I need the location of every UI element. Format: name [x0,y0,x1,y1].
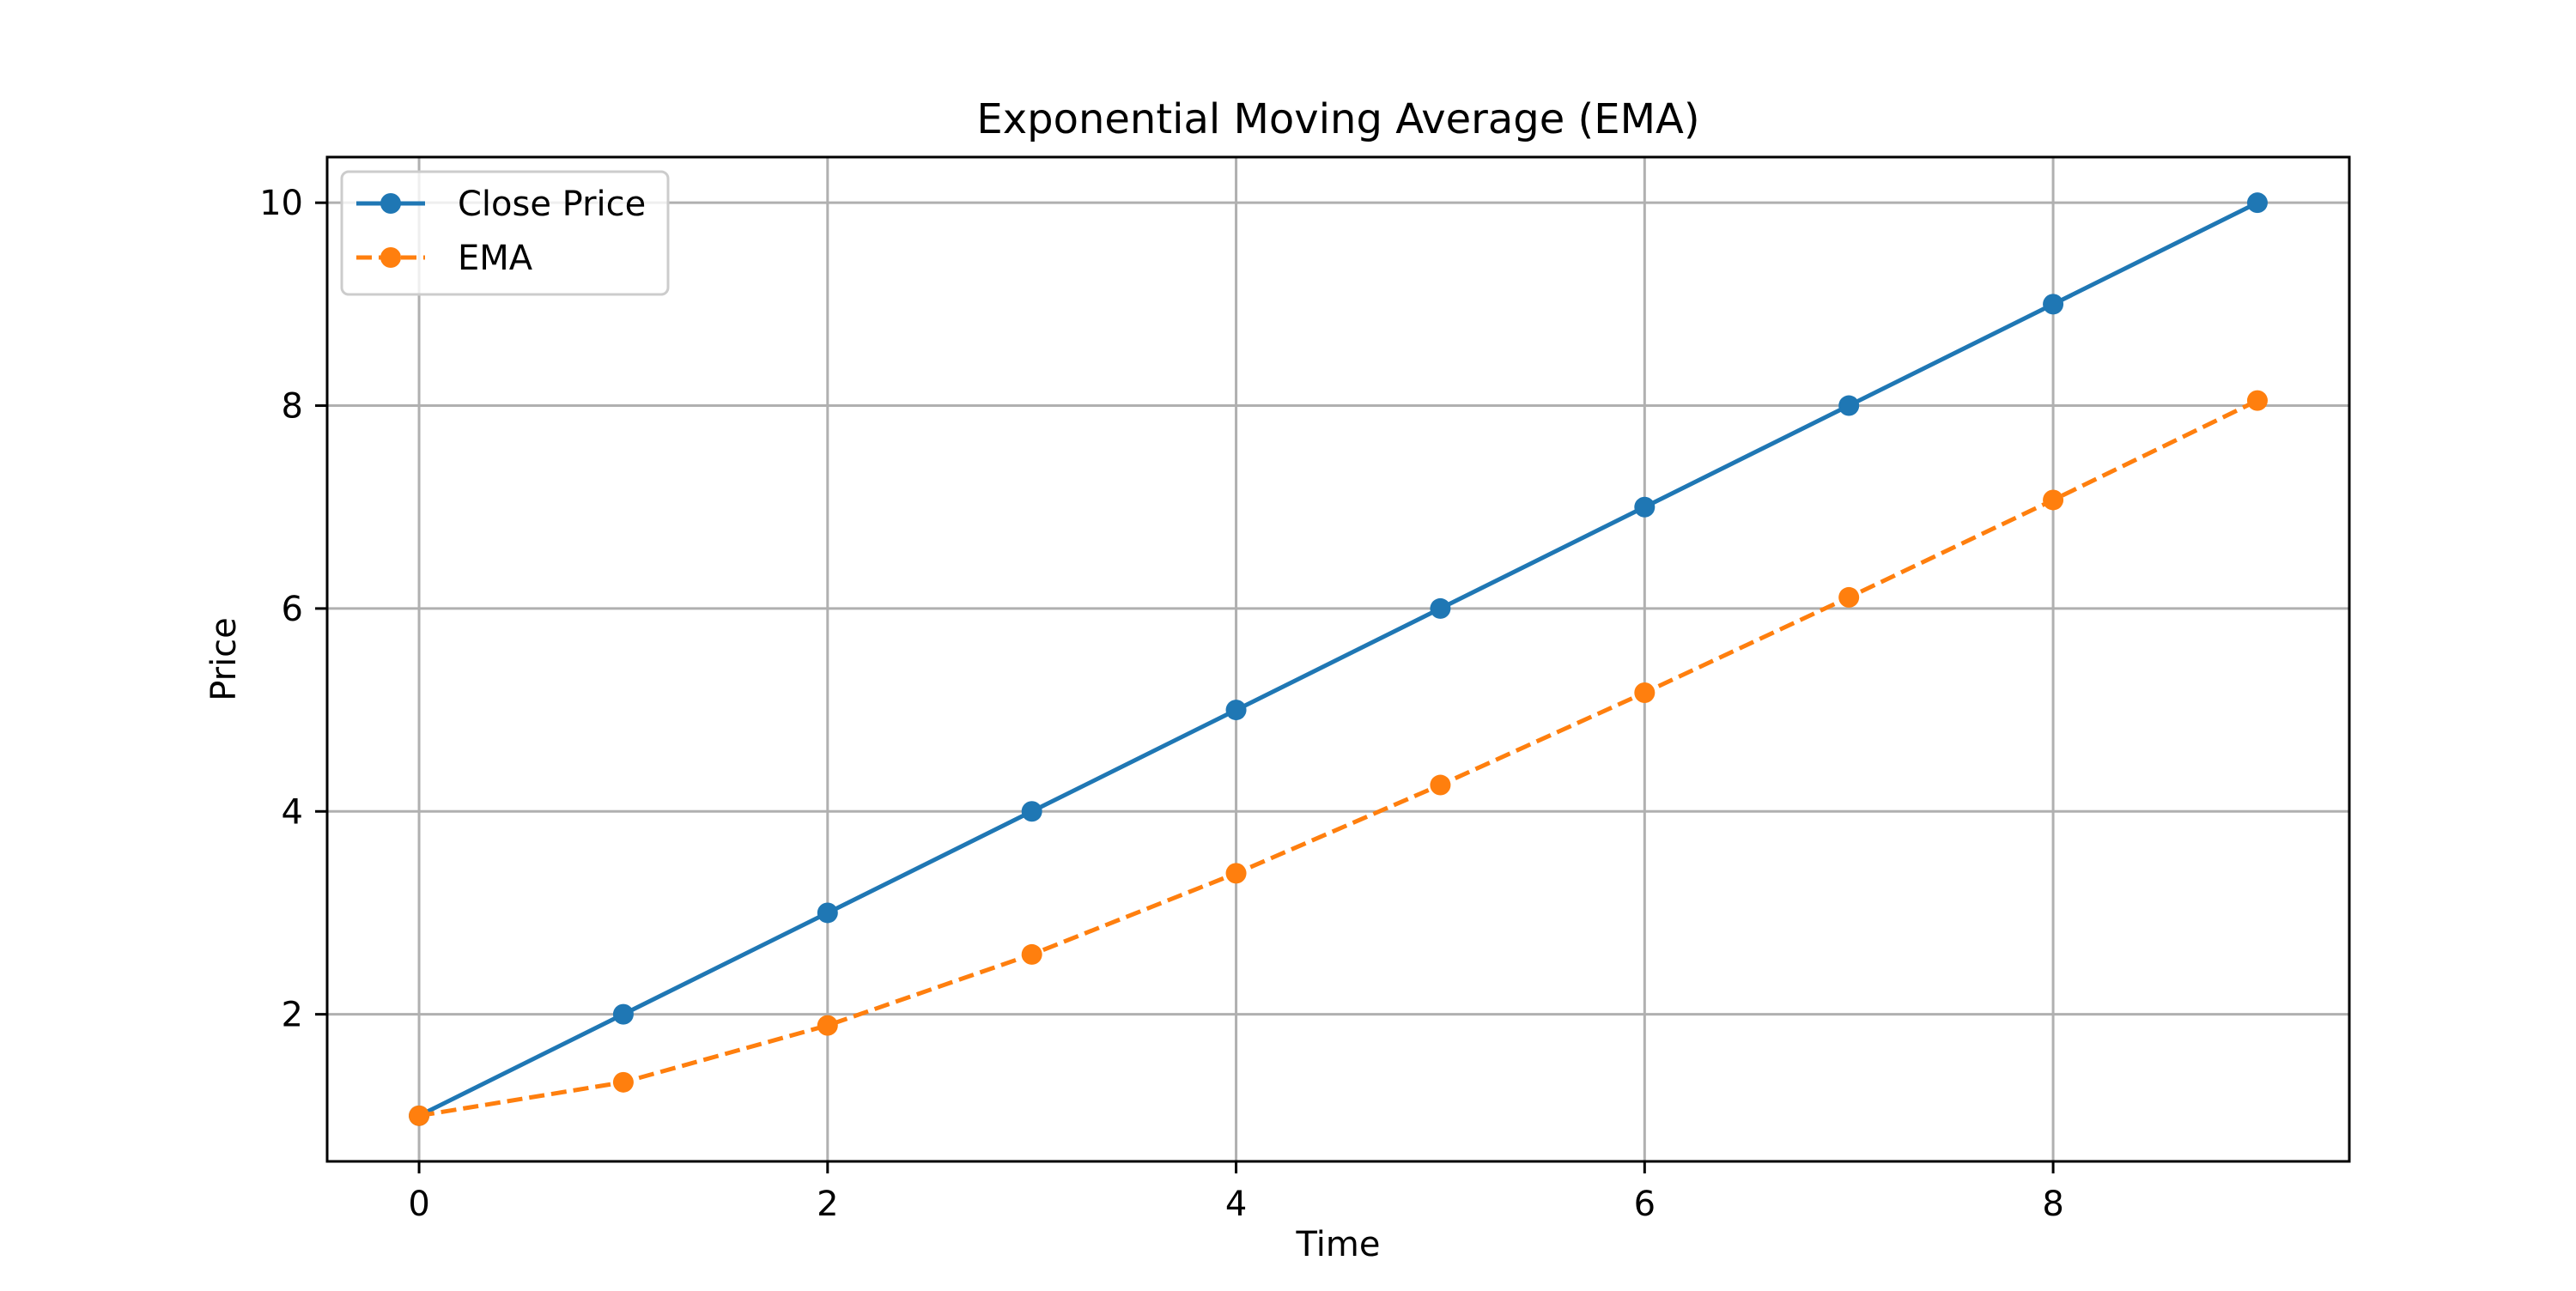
close-price-point [1838,395,1860,416]
legend-close-price-marker [380,193,401,214]
close-price-point [2043,294,2064,315]
close-price-point [2246,192,2268,214]
y-tick-label: 4 [282,792,303,832]
x-tick-label: 8 [2042,1185,2063,1224]
ema-point [1021,943,1042,965]
y-axis-label: Price [204,617,244,701]
x-tick-label: 2 [817,1185,838,1224]
close-price-point [1225,700,1247,721]
close-price-point [817,902,838,924]
ema-point [2246,390,2268,411]
close-price-point [1634,496,1656,518]
ema-point [1430,774,1451,796]
legend-ema-marker [380,247,401,268]
y-tick-label: 6 [282,590,303,629]
series-layer [409,192,2268,1126]
chart-title: Exponential Moving Average (EMA) [976,95,1699,143]
ema-point [1634,682,1656,703]
x-tick-label: 4 [1225,1185,1247,1224]
ema-point [2043,489,2064,511]
ema-point [409,1105,430,1126]
close-price-point [612,1003,634,1025]
ema-point [612,1071,634,1093]
y-tick-label: 2 [282,996,303,1035]
x-tick-label: 6 [1634,1185,1656,1224]
legend: Close Price EMA [340,170,670,296]
x-axis-label: Time [1296,1225,1381,1264]
ema-line [418,398,2259,1118]
legend-ema-label: EMA [458,239,533,278]
close-price-point [1430,597,1451,619]
close-price-point [1021,801,1042,822]
close-price-line [417,200,2259,1118]
ema-point [1838,586,1860,608]
axis-ticks: 0 2 4 6 8 2 4 6 8 10 [259,184,2064,1224]
y-tick-label: 10 [259,184,303,223]
plot-frame [325,155,2351,1163]
ema-point [817,1015,838,1036]
x-tick-label: 0 [408,1185,429,1224]
legend-close-price-label: Close Price [458,185,646,224]
ema-point [1225,863,1247,884]
y-tick-label: 8 [282,387,303,427]
grid [327,157,2349,1161]
